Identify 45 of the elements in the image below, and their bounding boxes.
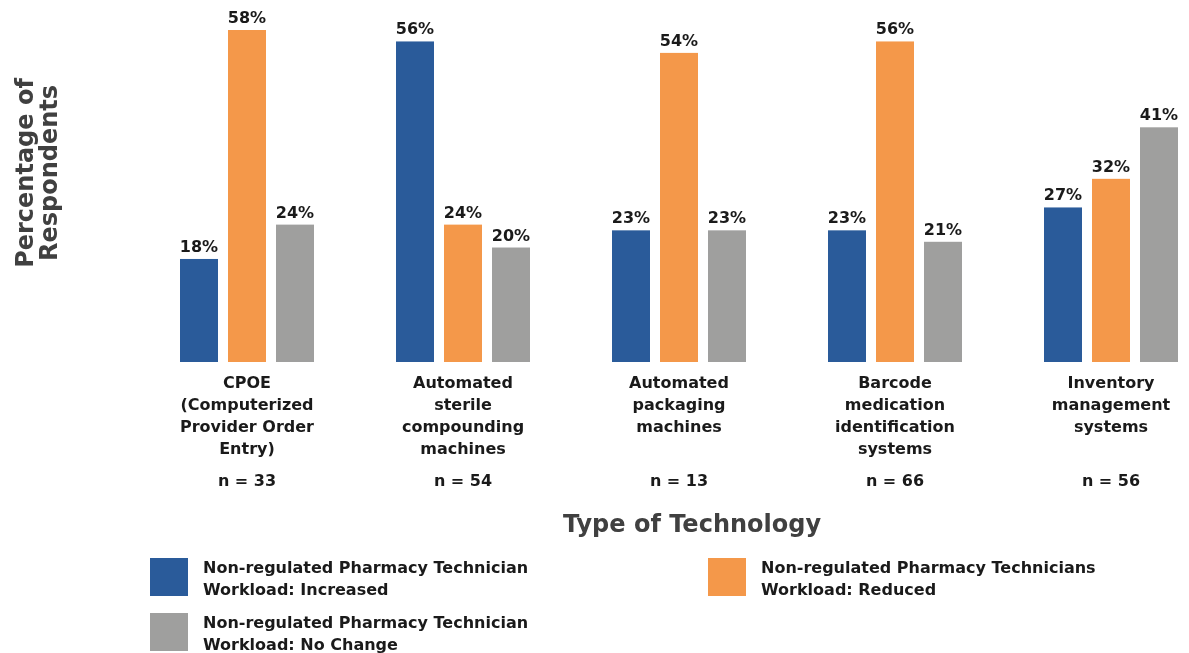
data-label: 23% bbox=[611, 208, 651, 228]
data-label: 58% bbox=[227, 8, 267, 27]
data-label: 54% bbox=[659, 30, 699, 50]
x-tick-label: Automated sterile compounding machines bbox=[401, 373, 525, 458]
data-label: 41% bbox=[1139, 105, 1179, 125]
x-axis-title: Type of Technology bbox=[562, 510, 822, 538]
bar bbox=[228, 30, 266, 362]
bar bbox=[924, 241, 962, 362]
bar bbox=[1044, 207, 1082, 362]
text: n = 33 bbox=[217, 471, 277, 490]
legend-label: Non-regulated Pharmacy Technician Workload: No Change bbox=[203, 613, 529, 653]
x-tick-label: Barcode medication identification systems bbox=[835, 373, 955, 458]
text: n = 13 bbox=[649, 471, 709, 490]
data-label: 24% bbox=[275, 202, 315, 222]
data-label: 18% bbox=[179, 236, 219, 256]
legend-label: Non-regulated Pharmacy Technician Workload: Increased bbox=[203, 558, 529, 599]
x-tick-label: Inventory management systems bbox=[1051, 373, 1171, 436]
text: n = 56 bbox=[1081, 471, 1141, 490]
data-label: 27% bbox=[1043, 185, 1083, 205]
data-label: 23% bbox=[827, 208, 867, 228]
y-axis-title: Percentage of Respondents bbox=[11, 77, 63, 268]
bar bbox=[708, 230, 746, 362]
text: n = 66 bbox=[865, 471, 925, 490]
data-label: 24% bbox=[443, 202, 483, 222]
x-tick-label: CPOE (Computerized Provider Order Entry) bbox=[180, 373, 315, 458]
legend-label: Non-regulated Pharmacy Technicians Workload: Reduced bbox=[761, 558, 1096, 599]
data-label: 56% bbox=[875, 19, 915, 39]
bar bbox=[612, 230, 650, 362]
data-label: 23% bbox=[707, 208, 747, 228]
text: n = 54 bbox=[433, 471, 493, 490]
bar bbox=[444, 224, 482, 362]
bar bbox=[1140, 127, 1178, 362]
data-label: 20% bbox=[491, 225, 531, 245]
bar bbox=[828, 230, 866, 362]
bar bbox=[492, 247, 530, 362]
bar bbox=[1092, 178, 1130, 362]
bar bbox=[396, 41, 434, 362]
bar bbox=[660, 52, 698, 362]
bar bbox=[180, 258, 218, 362]
data-label: 21% bbox=[923, 219, 963, 239]
data-label: 56% bbox=[395, 19, 435, 39]
x-tick-label: Automated packaging machines bbox=[629, 373, 729, 436]
bar bbox=[276, 224, 314, 362]
data-label: 32% bbox=[1091, 156, 1131, 176]
bar bbox=[876, 41, 914, 362]
